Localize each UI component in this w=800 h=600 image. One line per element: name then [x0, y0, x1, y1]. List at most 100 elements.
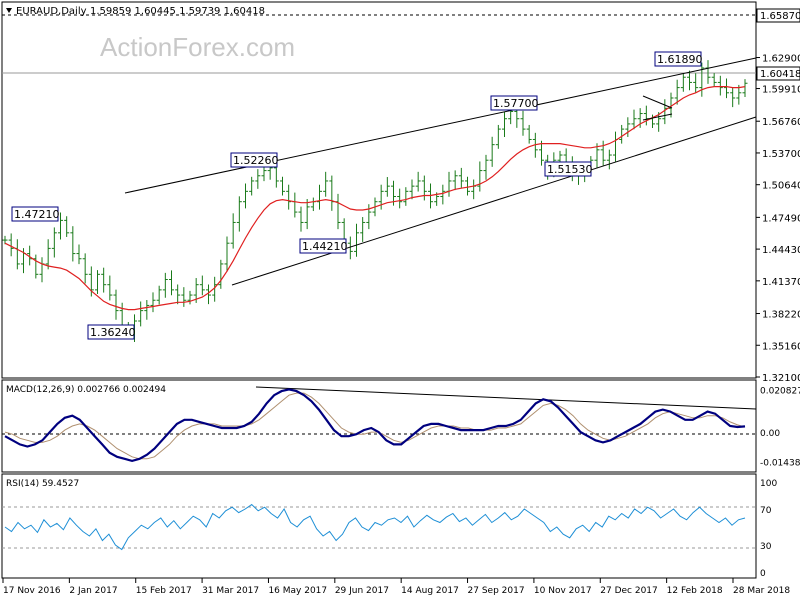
svg-text:1.36240: 1.36240 — [90, 326, 136, 339]
collapse-triangle-icon[interactable] — [6, 8, 12, 13]
svg-text:1.44210: 1.44210 — [302, 240, 348, 253]
annotation-1-57700: 1.57700 — [490, 95, 539, 111]
svg-text:1.61890: 1.61890 — [657, 53, 703, 66]
candle — [730, 87, 736, 108]
time-tick-label: 28 Mar 2018 — [733, 586, 790, 596]
time-tick-label: 15 Feb 2017 — [136, 586, 192, 596]
candle — [33, 254, 39, 279]
candle — [310, 197, 316, 212]
candle — [218, 259, 224, 289]
candle — [520, 110, 526, 136]
macd-tick-label: 0.020827 — [760, 386, 800, 396]
candle — [495, 124, 501, 149]
triangle-upper-line — [642, 95, 673, 109]
svg-text:1.65870: 1.65870 — [760, 11, 800, 22]
candle — [187, 290, 193, 305]
macd-title: MACD(12,26,9) 0.002766 0.002494 — [6, 385, 166, 395]
candle — [14, 239, 20, 270]
svg-text:1.52260: 1.52260 — [233, 154, 279, 167]
candle — [317, 184, 322, 210]
annotation-1-61890: 1.61890 — [654, 51, 703, 67]
rsi-tick-label: 30 — [760, 542, 772, 552]
candle — [76, 244, 82, 265]
candle — [323, 171, 329, 197]
candle — [465, 176, 470, 196]
svg-text:1.60418: 1.60418 — [760, 69, 800, 80]
candle — [594, 143, 600, 169]
candle — [249, 176, 255, 196]
candle — [674, 79, 680, 105]
rsi-tick-label: 70 — [760, 506, 772, 516]
candle — [138, 301, 144, 327]
current-price-tag: 1.60418 — [756, 66, 800, 81]
candle — [526, 124, 532, 144]
price-tick-label: 1.50640 — [762, 181, 800, 192]
candle — [477, 161, 483, 192]
candle — [539, 140, 544, 166]
candle — [169, 270, 174, 296]
price-axis: 1.62900 1.59910 1.56760 1.53700 1.50640 1.474… — [756, 54, 800, 384]
time-tick-label: 14 Aug 2017 — [401, 586, 459, 596]
time-tick-label: 27 Sep 2017 — [468, 586, 525, 596]
ohlc-values: 1.59859 1.60445 1.59739 1.60418 — [90, 6, 265, 17]
candle — [600, 140, 606, 166]
candle — [8, 233, 14, 257]
price-tick-label: 1.44430 — [762, 245, 800, 256]
candle — [619, 124, 625, 144]
candles — [2, 60, 748, 342]
candle — [446, 171, 452, 197]
rsi-axis: 100 70 30 0 — [760, 479, 777, 579]
candle — [45, 239, 51, 270]
candle — [243, 183, 248, 209]
rsi-title: RSI(14) 59.4527 — [6, 479, 79, 489]
candle — [680, 73, 686, 92]
candle — [286, 184, 292, 210]
candle — [643, 105, 649, 126]
svg-text:1.51530: 1.51530 — [547, 163, 593, 176]
candle — [181, 287, 187, 307]
price-tick-label: 1.53700 — [762, 149, 800, 160]
candle — [421, 175, 427, 201]
macd-line — [4, 388, 746, 463]
candle — [483, 154, 489, 180]
macd-trend-line — [255, 386, 757, 410]
price-tick-label: 1.32100 — [762, 373, 800, 384]
candle — [711, 73, 717, 87]
candle — [150, 292, 156, 313]
annotation-1-47210: 1.47210 — [11, 206, 60, 222]
candle — [304, 199, 310, 230]
candle — [625, 117, 631, 137]
candle — [717, 75, 723, 96]
price-tick-label: 1.59910 — [762, 85, 800, 96]
price-tick-label: 1.35160 — [762, 341, 800, 352]
candle — [409, 179, 415, 200]
candle — [705, 60, 711, 84]
candle — [2, 235, 8, 245]
candle — [440, 184, 446, 205]
candle — [415, 171, 421, 192]
channel-lower-line — [231, 116, 757, 286]
macd-axis: 0.020827 0.00 -0.014386 — [760, 386, 800, 468]
channel-upper-line — [124, 57, 757, 194]
candle — [64, 216, 70, 237]
time-tick-label: 27 Dec 2017 — [600, 586, 658, 596]
price-tick-label: 1.47490 — [762, 213, 800, 224]
rsi-line — [4, 503, 746, 551]
candle — [656, 112, 662, 132]
rsi-panel-frame — [1, 473, 757, 579]
candle — [101, 267, 107, 293]
candle — [280, 176, 285, 196]
candle — [687, 70, 692, 91]
macd-panel-frame — [1, 379, 757, 473]
candle — [403, 187, 409, 206]
candle — [724, 78, 729, 99]
candle — [384, 177, 390, 197]
time-tick-label: 29 Jun 2017 — [335, 586, 389, 596]
time-tick-label: 12 Feb 2018 — [667, 586, 723, 596]
candle — [298, 206, 304, 232]
candle — [255, 169, 261, 189]
candle — [95, 270, 100, 295]
candle — [693, 73, 699, 94]
candle — [39, 257, 45, 283]
annotation-1-51530: 1.51530 — [544, 161, 593, 177]
